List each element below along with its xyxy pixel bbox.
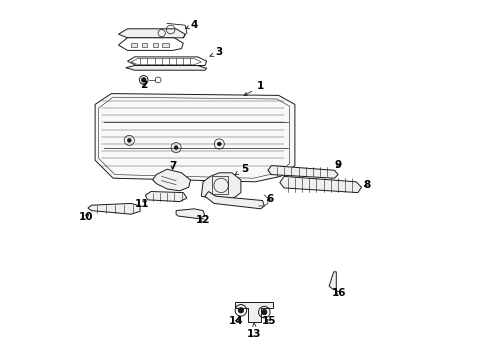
- Text: 3: 3: [209, 47, 223, 57]
- Text: 14: 14: [229, 316, 244, 327]
- Polygon shape: [118, 38, 183, 50]
- Polygon shape: [176, 209, 204, 219]
- Circle shape: [174, 145, 178, 150]
- Polygon shape: [125, 66, 206, 70]
- Text: 13: 13: [246, 323, 261, 339]
- Polygon shape: [162, 43, 168, 47]
- Polygon shape: [279, 176, 361, 193]
- Polygon shape: [235, 302, 273, 322]
- Text: 12: 12: [196, 215, 210, 225]
- Text: 10: 10: [79, 212, 93, 222]
- Text: 15: 15: [261, 316, 276, 327]
- Text: 5: 5: [235, 164, 247, 175]
- Polygon shape: [142, 43, 147, 47]
- Text: 16: 16: [331, 288, 346, 298]
- Polygon shape: [131, 43, 136, 47]
- Circle shape: [238, 308, 243, 313]
- Text: 8: 8: [363, 180, 370, 190]
- Polygon shape: [267, 166, 337, 178]
- Text: 7: 7: [168, 161, 176, 171]
- Polygon shape: [152, 43, 158, 47]
- Text: 2: 2: [140, 80, 147, 90]
- Circle shape: [141, 78, 145, 82]
- Text: 6: 6: [265, 194, 273, 204]
- Text: 4: 4: [185, 20, 197, 30]
- Circle shape: [261, 310, 266, 315]
- Circle shape: [127, 138, 131, 143]
- Text: 1: 1: [244, 81, 264, 95]
- Polygon shape: [88, 203, 140, 214]
- Circle shape: [217, 142, 221, 146]
- Polygon shape: [118, 29, 185, 38]
- Polygon shape: [145, 192, 186, 202]
- Text: 9: 9: [334, 160, 341, 170]
- Polygon shape: [204, 192, 264, 209]
- Polygon shape: [328, 272, 336, 290]
- Polygon shape: [127, 57, 206, 66]
- Polygon shape: [95, 94, 294, 182]
- Polygon shape: [201, 173, 241, 200]
- Text: 11: 11: [134, 199, 149, 210]
- Polygon shape: [152, 169, 190, 191]
